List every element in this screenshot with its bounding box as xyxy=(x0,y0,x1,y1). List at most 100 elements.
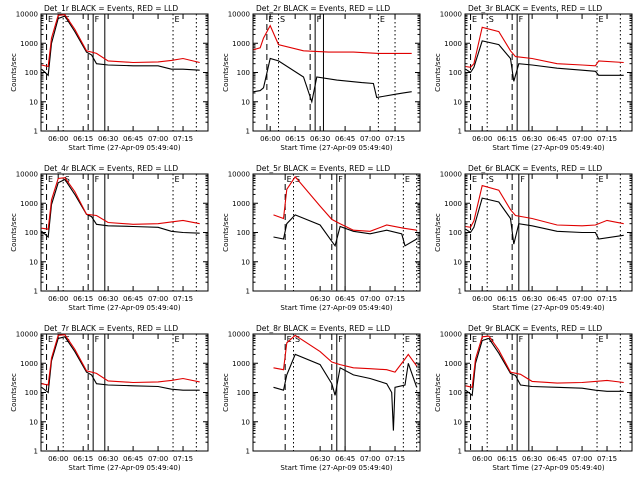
plot-frame xyxy=(252,13,421,132)
panel-title: Det_5r BLACK = Events, RED = LLD xyxy=(256,164,390,173)
y-tick-label: 1 xyxy=(458,288,462,296)
x-tick-label: 07:00 xyxy=(148,135,168,143)
event-marker-label: E xyxy=(472,175,477,184)
x-axis-label: Start Time (27-Apr-09 05:49:40) xyxy=(280,464,392,472)
x-tick-label: 07:00 xyxy=(360,455,380,463)
y-tick-label: 100 xyxy=(25,229,38,237)
plot-frame xyxy=(40,333,209,452)
panel-title: Det_7r BLACK = Events, RED = LLD xyxy=(44,324,178,333)
series-line-events xyxy=(465,40,624,82)
y-tick-label: 100 xyxy=(25,389,38,397)
event-marker-label: F xyxy=(519,15,524,24)
x-axis-label: Start Time (27-Apr-09 05:49:40) xyxy=(68,304,180,312)
x-tick-label: 06:45 xyxy=(547,135,567,143)
plot-frame xyxy=(464,173,633,292)
x-tick-label: 06:30 xyxy=(98,135,118,143)
y-tick-label: 1000 xyxy=(444,360,462,368)
y-tick-label: 10 xyxy=(29,258,38,266)
x-tick-label: 07:15 xyxy=(385,135,405,143)
y-tick-label: 10 xyxy=(241,258,250,266)
y-axis-label: Counts/sec xyxy=(10,53,18,92)
y-tick-label: 10000 xyxy=(228,171,250,179)
y-tick-label: 1 xyxy=(246,448,250,456)
x-tick-label: 06:30 xyxy=(98,295,118,303)
y-tick-label: 10000 xyxy=(16,171,38,179)
event-marker-label: E xyxy=(175,15,180,24)
x-tick-label: 07:00 xyxy=(572,135,592,143)
y-tick-label: 1 xyxy=(34,128,38,136)
x-tick-label: 06:30 xyxy=(310,455,330,463)
y-tick-label: 1000 xyxy=(232,200,250,208)
y-axis-label: Counts/sec xyxy=(222,213,230,252)
event-marker-label: F xyxy=(519,335,524,344)
y-tick-label: 1 xyxy=(458,448,462,456)
y-axis-label: Counts/sec xyxy=(10,213,18,252)
y-tick-label: 1 xyxy=(34,448,38,456)
y-tick-label: 100 xyxy=(237,229,250,237)
y-tick-label: 10 xyxy=(29,418,38,426)
panel-title: Det_6r BLACK = Events, RED = LLD xyxy=(468,164,602,173)
x-tick-label: 06:00 xyxy=(472,455,492,463)
event-marker-label: F xyxy=(338,335,343,344)
x-axis-label: Start Time (27-Apr-09 05:49:40) xyxy=(280,304,392,312)
plot-frame xyxy=(464,13,633,132)
detector-panel: Det_3r BLACK = Events, RED = LLD 1 10 100 10… xyxy=(434,4,633,152)
event-marker-label: E xyxy=(472,335,477,344)
x-tick-label: 06:00 xyxy=(472,135,492,143)
x-tick-label: 07:00 xyxy=(148,455,168,463)
x-tick-label: 07:15 xyxy=(597,135,617,143)
event-marker-label: S xyxy=(280,15,285,24)
x-tick-label: 06:30 xyxy=(522,135,542,143)
x-tick-label: 06:45 xyxy=(547,295,567,303)
y-tick-label: 1000 xyxy=(20,200,38,208)
series-line-lld xyxy=(465,26,624,68)
x-axis-label: Start Time (27-Apr-09 05:49:40) xyxy=(492,304,604,312)
series-line-events xyxy=(41,15,200,77)
y-tick-label: 10000 xyxy=(228,11,250,19)
series-line-events xyxy=(41,336,200,394)
plot-frame xyxy=(464,333,633,452)
x-tick-label: 06:30 xyxy=(522,455,542,463)
y-axis-label: Counts/sec xyxy=(10,373,18,412)
x-tick-label: 06:00 xyxy=(472,295,492,303)
y-tick-label: 1000 xyxy=(232,40,250,48)
y-tick-label: 10000 xyxy=(16,331,38,339)
series-line-events xyxy=(273,214,417,248)
x-axis-label: Start Time (27-Apr-09 05:49:40) xyxy=(280,144,392,152)
series-line-events xyxy=(273,353,418,431)
y-tick-label: 10000 xyxy=(440,171,462,179)
y-tick-label: 10000 xyxy=(440,11,462,19)
x-tick-label: 06:45 xyxy=(335,455,355,463)
event-marker-label: S xyxy=(489,175,494,184)
y-tick-label: 100 xyxy=(449,69,462,77)
event-marker-label: E xyxy=(405,175,410,184)
event-marker-label: E xyxy=(287,335,292,344)
x-tick-label: 06:45 xyxy=(123,135,143,143)
y-tick-label: 100 xyxy=(237,69,250,77)
y-tick-label: 10 xyxy=(241,418,250,426)
event-marker-label: S xyxy=(489,15,494,24)
panel-title: Det_1r BLACK = Events, RED = LLD xyxy=(44,4,178,13)
event-marker-label: S xyxy=(65,175,70,184)
y-tick-label: 10 xyxy=(241,98,250,106)
y-tick-label: 1 xyxy=(246,128,250,136)
event-marker-label: F xyxy=(95,15,100,24)
x-tick-label: 06:45 xyxy=(335,295,355,303)
detector-panel: Det_8r BLACK = Events, RED = LLD 1 10 100 10… xyxy=(222,324,421,472)
event-marker-label: E xyxy=(380,15,385,24)
x-tick-label: 06:15 xyxy=(73,295,93,303)
x-tick-label: 06:30 xyxy=(310,295,330,303)
event-marker-label: E xyxy=(599,15,604,24)
y-tick-label: 10 xyxy=(453,258,462,266)
x-tick-label: 07:15 xyxy=(597,455,617,463)
x-tick-label: 06:15 xyxy=(73,455,93,463)
y-tick-label: 100 xyxy=(449,229,462,237)
y-tick-label: 1 xyxy=(458,128,462,136)
series-line-events xyxy=(41,178,200,239)
x-tick-label: 07:00 xyxy=(572,455,592,463)
series-line-events xyxy=(253,57,412,104)
y-tick-label: 10 xyxy=(453,418,462,426)
x-tick-label: 06:45 xyxy=(123,455,143,463)
